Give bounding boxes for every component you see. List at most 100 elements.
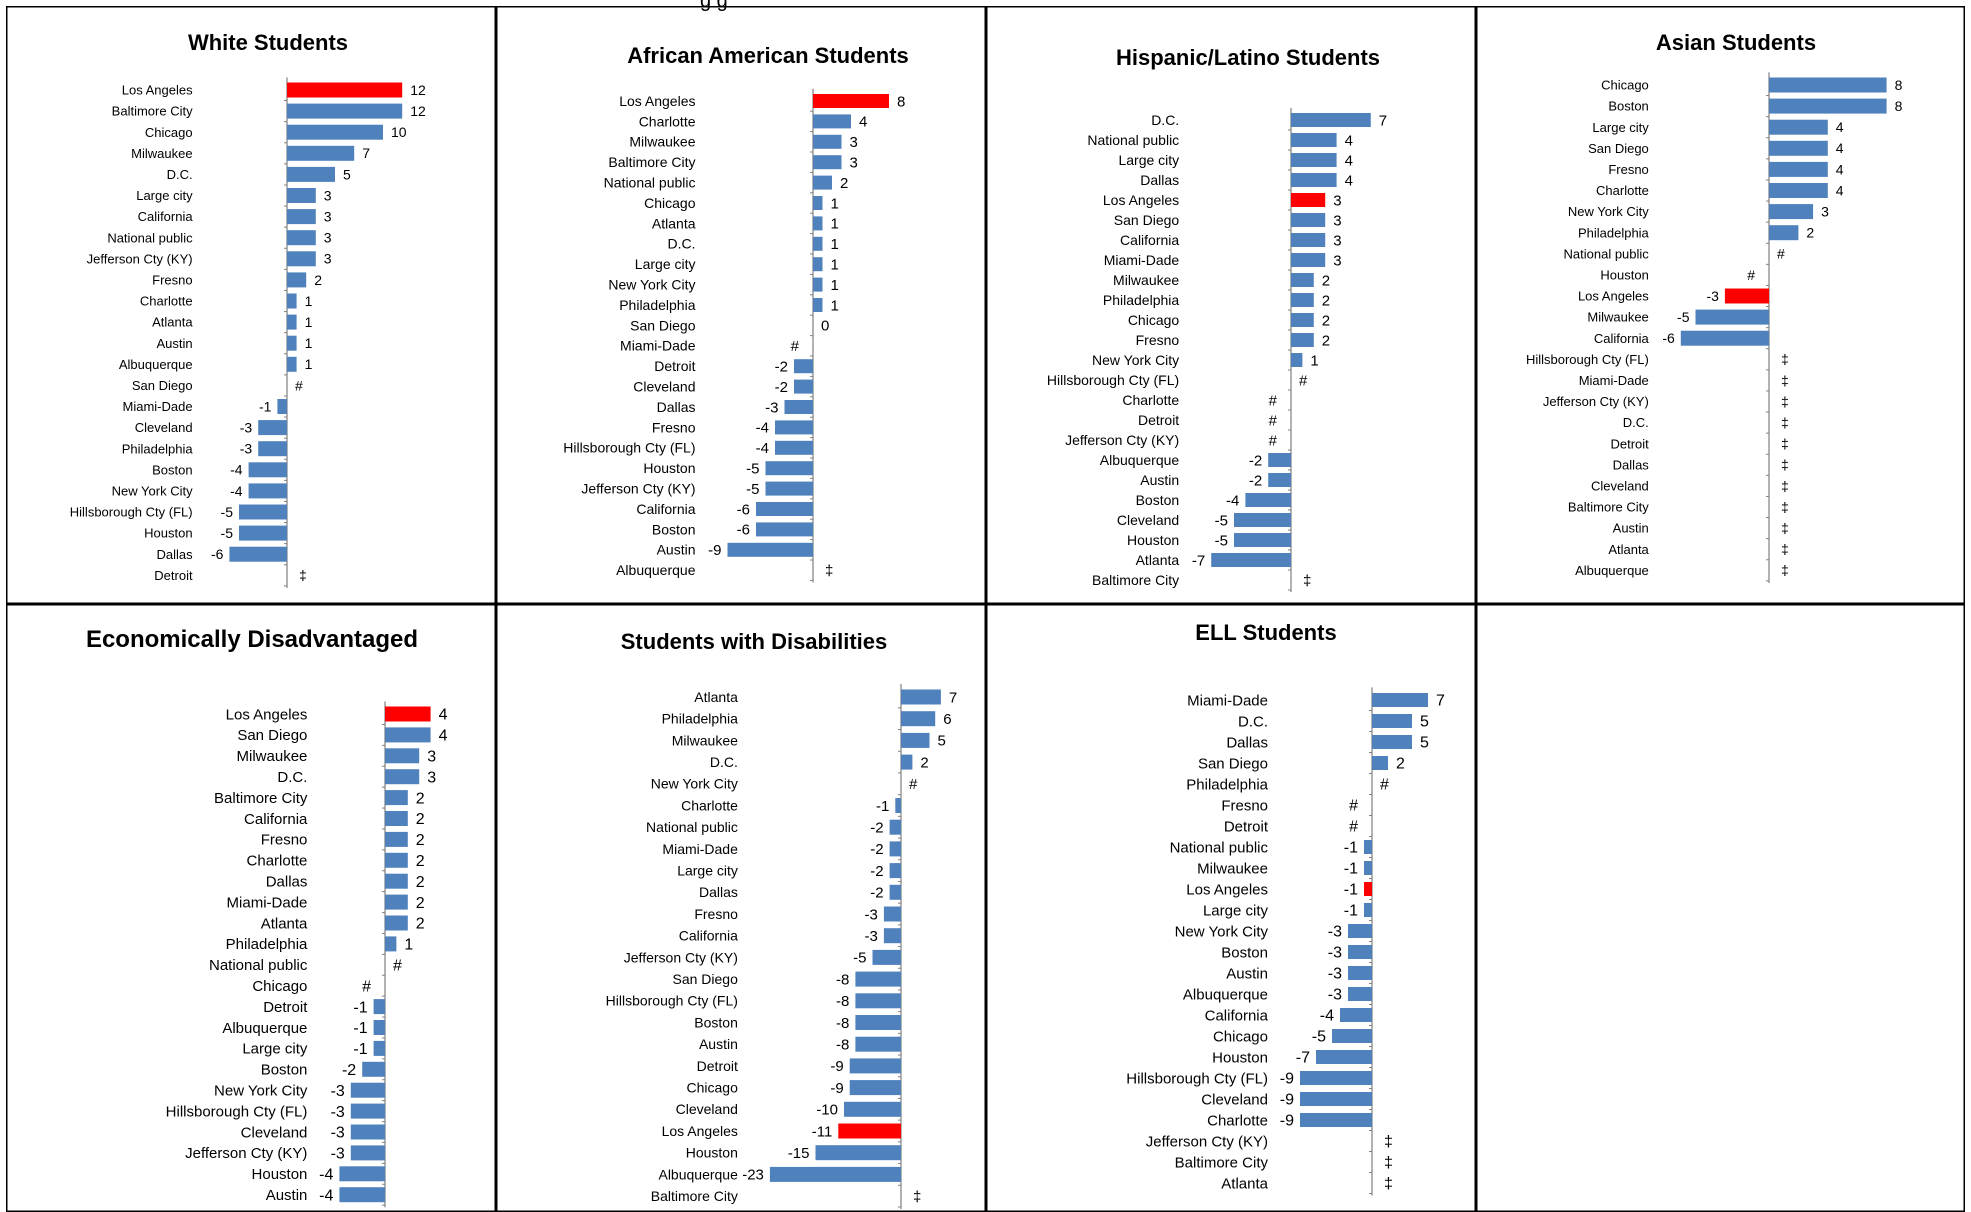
category-label: San Diego: [132, 378, 193, 393]
value-label: #: [1747, 267, 1755, 283]
value-label: ‡: [1303, 572, 1311, 589]
bar: [287, 335, 297, 351]
value-label: #: [909, 776, 918, 793]
category-label: Detroit: [654, 358, 695, 374]
value-label: 12: [410, 82, 426, 98]
category-label: Charlotte: [247, 853, 308, 870]
value-label: 1: [831, 216, 839, 233]
value-label: -5: [746, 481, 759, 498]
bar: [385, 852, 408, 868]
value-label: 2: [416, 811, 425, 828]
bar: [1372, 714, 1412, 728]
category-label: Philadelphia: [1103, 292, 1179, 308]
value-label: -9: [830, 1080, 843, 1097]
category-label: Dallas: [657, 399, 696, 415]
category-label: Los Angeles: [226, 706, 308, 723]
value-label: -7: [1296, 1050, 1310, 1067]
value-label: 3: [427, 749, 436, 766]
bar: [1291, 213, 1326, 227]
value-label: #: [1777, 246, 1785, 262]
bar: [883, 928, 901, 944]
category-label: Hillsborough Cty (FL): [563, 440, 695, 456]
bar: [350, 1103, 385, 1119]
value-label: 1: [305, 335, 313, 351]
category-label: Los Angeles: [122, 83, 193, 98]
value-label: -3: [331, 1146, 345, 1163]
chart-svg: [1476, 604, 1965, 1212]
bar: [813, 277, 823, 292]
category-label: Los Angeles: [1578, 289, 1649, 304]
value-label: -15: [788, 1145, 810, 1162]
value-label: ‡: [913, 1188, 921, 1205]
category-label: Hillsborough Cty (FL): [1126, 1070, 1268, 1087]
panel-border: [496, 6, 986, 604]
bar: [813, 236, 823, 251]
value-label: #: [791, 338, 800, 355]
value-label: 3: [427, 769, 436, 786]
category-label: Dallas: [1613, 457, 1650, 472]
bar: [1291, 253, 1326, 267]
panel-students-with-disabilities: Students with Disabilities Atlanta 7 Philad…: [496, 604, 986, 1212]
category-label: Austin: [156, 336, 192, 351]
value-label: -2: [775, 359, 788, 376]
value-label: ‡: [1781, 351, 1789, 367]
bar: [1291, 133, 1337, 147]
value-label: ‡: [1384, 1155, 1393, 1172]
category-label: Albuquerque: [1183, 986, 1268, 1003]
category-label: Cleveland: [1117, 512, 1179, 528]
bar: [813, 134, 842, 149]
category-label: Jefferson Cty (KY): [1543, 394, 1649, 409]
category-label: Austin: [266, 1187, 308, 1204]
value-label: -3: [331, 1125, 345, 1142]
category-label: Large city: [1592, 120, 1649, 135]
value-label: 1: [305, 356, 313, 372]
category-label: Boston: [1608, 99, 1648, 114]
category-label: Atlanta: [694, 689, 738, 705]
value-label: #: [295, 377, 303, 393]
category-label: Fresno: [152, 272, 192, 287]
bar: [1268, 473, 1291, 487]
panel-asian-students: Asian Students Chicago 8 Boston 8 Large city 4…: [1476, 6, 1965, 604]
value-label: #: [1349, 819, 1358, 836]
category-label: Large city: [1203, 902, 1269, 919]
value-label: #: [393, 958, 402, 975]
category-label: D.C.: [1623, 415, 1649, 430]
category-label: Baltimore City: [214, 790, 308, 807]
panel-border: [986, 604, 1476, 1212]
value-label: -4: [1226, 492, 1239, 509]
value-label: #: [362, 978, 371, 995]
value-label: 4: [859, 114, 867, 131]
category-label: Large city: [677, 863, 738, 879]
value-label: 7: [949, 689, 957, 706]
bar: [883, 906, 901, 922]
value-label: 4: [1836, 161, 1844, 177]
bar: [350, 1145, 385, 1161]
value-label: -5: [1677, 309, 1690, 325]
value-label: 3: [1333, 192, 1341, 209]
value-label: 6: [943, 711, 951, 728]
bar: [901, 732, 930, 748]
category-label: Baltimore City: [651, 1188, 738, 1204]
value-label: 1: [404, 937, 413, 954]
category-label: Atlanta: [152, 315, 193, 330]
bar: [794, 379, 813, 394]
bar: [339, 1187, 385, 1203]
bar: [1340, 1008, 1372, 1022]
category-label: Philadelphia: [122, 441, 194, 456]
category-label: California: [1594, 331, 1650, 346]
bar: [385, 894, 408, 910]
value-label: -5: [221, 504, 234, 520]
chart-title: African American Students: [627, 43, 909, 68]
category-label: Boston: [694, 1014, 738, 1030]
bar: [287, 230, 316, 246]
bar: [769, 1166, 901, 1182]
category-label: Dallas: [1140, 172, 1179, 188]
value-label: -1: [876, 798, 889, 815]
bar: [373, 1040, 385, 1056]
bar: [813, 114, 851, 129]
category-label: Jefferson Cty (KY): [1146, 1133, 1268, 1150]
bar: [813, 155, 842, 170]
value-label: 12: [410, 103, 426, 119]
bar: [385, 811, 408, 826]
